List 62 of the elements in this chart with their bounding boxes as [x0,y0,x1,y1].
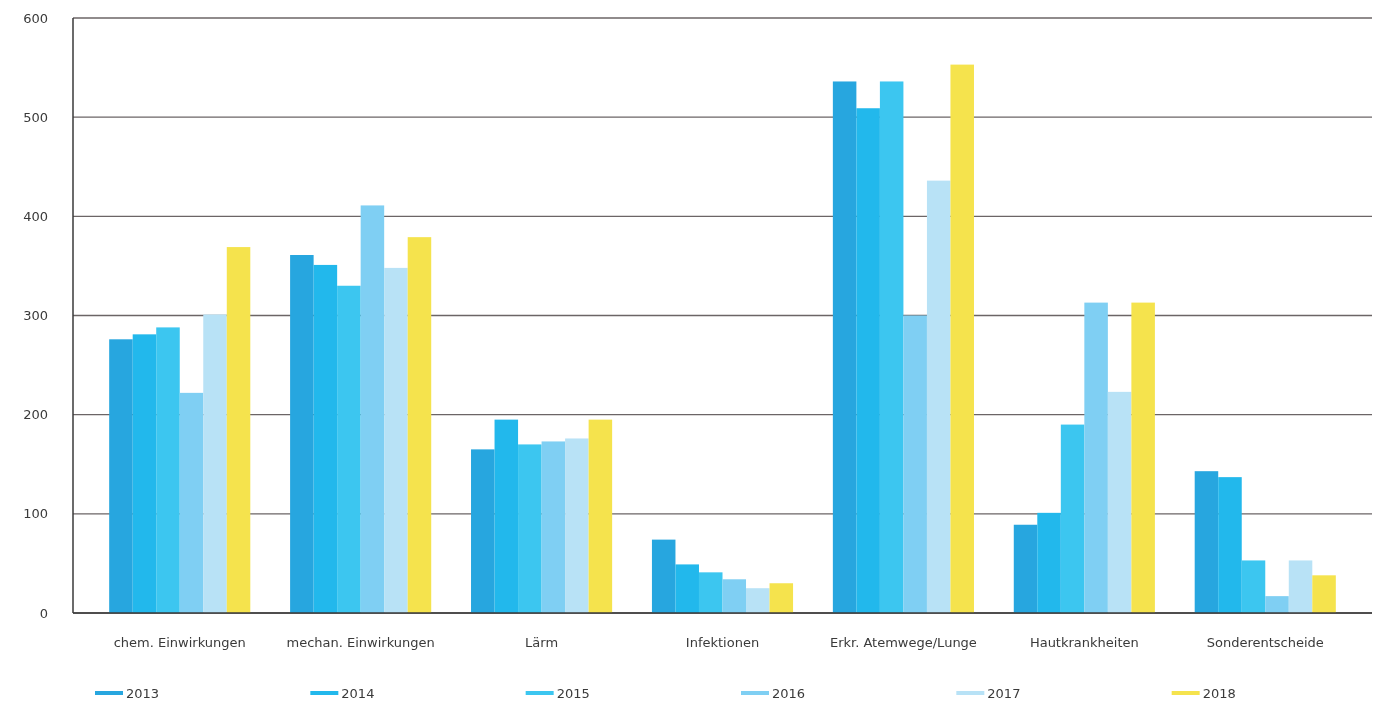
bar [109,339,133,613]
legend-label: 2017 [987,685,1021,701]
bar [565,438,589,613]
y-tick-label: 300 [23,308,48,324]
bar [1084,302,1108,613]
x-tick-label: Lärm [525,635,559,650]
bar [1312,575,1336,613]
legend-label: 2016 [772,685,806,701]
bar [203,314,227,613]
bar [1131,302,1155,613]
x-tick-label: Hautkrankheiten [1029,635,1139,650]
y-tick-label: 100 [23,506,48,522]
y-tick-label: 600 [23,10,48,26]
y-tick-label: 200 [23,407,48,423]
y-tick-label: 0 [39,605,48,621]
bar [588,419,613,613]
bar [879,81,904,613]
bar [746,588,770,613]
bar [337,285,361,613]
bar [1218,477,1242,613]
legend-label: 2018 [1202,685,1236,701]
bar [926,180,951,613]
bar [651,539,676,613]
bar [722,579,747,613]
legend-label: 2013 [126,685,160,701]
bar [903,315,927,613]
bar [179,392,204,613]
bar [407,237,432,613]
legend-label: 2014 [341,685,375,701]
bar [290,255,314,613]
bar [1194,471,1219,613]
bar [698,572,723,613]
bar [1013,524,1038,613]
bar [1107,391,1132,613]
bar [1265,596,1289,613]
x-tick-label: Infektionen [685,635,760,650]
y-tick-label: 500 [23,109,48,125]
bar [156,327,180,613]
bar [360,205,385,613]
bar [226,247,251,613]
bar [950,64,974,613]
x-tick-label: Sonderentscheide [1206,635,1324,650]
bar [518,444,542,613]
bar [1060,424,1085,613]
bar [769,583,794,613]
bar [313,264,338,613]
bar [675,564,699,613]
bar [494,419,519,613]
bar [1037,512,1061,613]
x-tick-label: mechan. Einwirkungen [286,635,435,650]
bar [541,441,566,613]
bar [1288,560,1313,613]
bar [1241,560,1266,613]
y-tick-label: 400 [23,208,48,224]
bar [384,267,408,613]
bar [471,449,495,613]
bar [856,108,880,613]
x-tick-label: chem. Einwirkungen [113,635,246,650]
legend-label: 2015 [556,685,590,701]
x-tick-label: Erkr. Atemwege/Lunge [829,635,977,650]
bar [132,334,157,613]
bar [832,81,857,613]
